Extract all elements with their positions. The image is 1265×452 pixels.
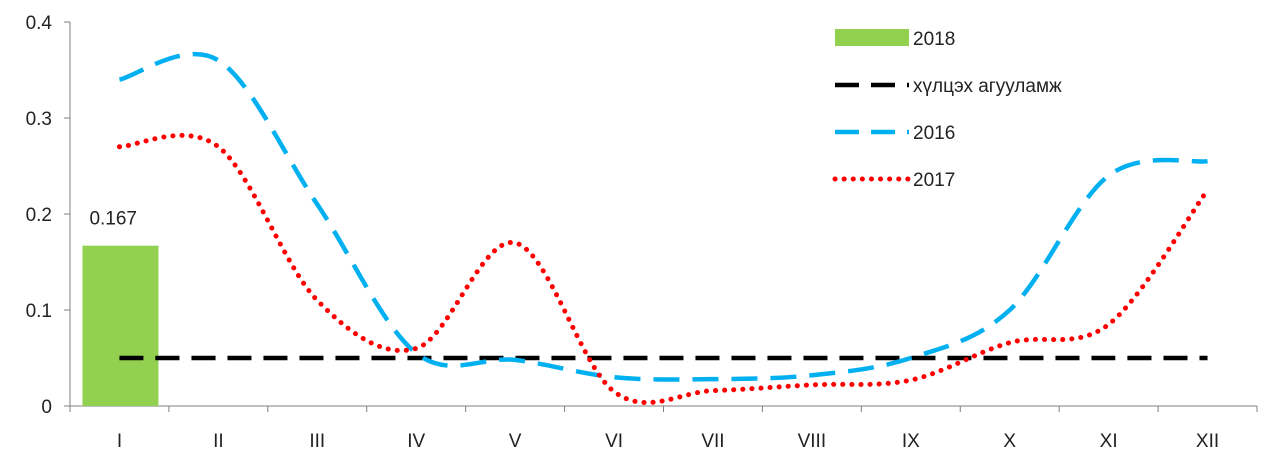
series-line-2017 [116, 132, 1211, 405]
x-tick-label: VI [605, 431, 623, 452]
legend-label: 2016 [913, 123, 955, 144]
y-axis-ticks: 0 0.1 0.2 0.3 0.4 [26, 13, 70, 418]
x-tick-label: XI [1100, 431, 1118, 452]
y-tick-label: 0 [41, 397, 52, 418]
x-tick-label: VIII [798, 431, 827, 452]
x-axis-ticks: I II III IV V VI VII VIII IX X XI XII [69, 406, 1258, 452]
legend-swatch [835, 29, 909, 46]
y-tick-label: 0.2 [26, 205, 52, 226]
legend: 2018 хүлцэх агууламж 2016 2017 [832, 29, 1062, 191]
x-tick-label: IX [902, 431, 920, 452]
legend-label: хүлцэх агууламж [913, 76, 1062, 97]
x-tick-label: III [309, 431, 325, 452]
bar-2018 [82, 245, 159, 406]
x-tick-label: XII [1196, 431, 1219, 452]
x-tick-label: X [1003, 431, 1016, 452]
axes [69, 22, 1257, 407]
x-tick-label: V [509, 431, 522, 452]
legend-label: 2018 [913, 29, 955, 50]
y-tick-label: 0.3 [26, 109, 52, 130]
legend-label: 2017 [913, 170, 955, 191]
x-tick-label: IV [407, 431, 425, 452]
bar-data-label: 0.167 [89, 209, 137, 230]
y-tick-label: 0.4 [26, 13, 53, 34]
x-tick-label: II [213, 431, 224, 452]
y-tick-label: 0.1 [26, 301, 52, 322]
line-series [116, 51, 1211, 405]
bar-series: 0.167 [82, 209, 159, 406]
series-line-2016 [118, 51, 1208, 382]
x-tick-label: VII [701, 431, 724, 452]
x-tick-label: I [117, 431, 122, 452]
